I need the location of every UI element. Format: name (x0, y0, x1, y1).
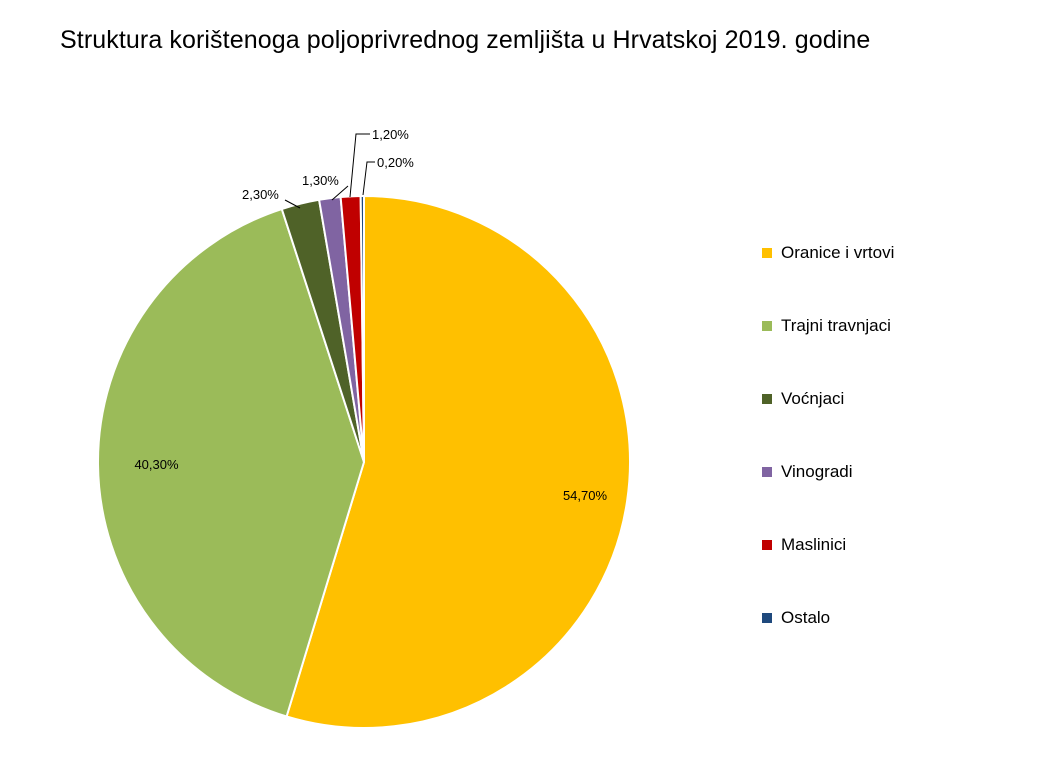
pie-slice-2 (97, 207, 366, 718)
leader-line-5 (349, 133, 370, 198)
data-label-6: 0,20% (377, 155, 414, 170)
data-label-3: 2,30% (242, 187, 279, 202)
data-label-5: 1,20% (372, 127, 409, 142)
legend-item-2: Trajni travnjaci (762, 315, 891, 337)
legend-label-4: Vinogradi (781, 462, 853, 481)
leader-line-4 (331, 185, 349, 201)
legend-item-1: Oranice i vrtovi (762, 242, 894, 264)
pie-slice-6 (359, 194, 365, 463)
leader-line-3 (284, 199, 301, 209)
data-label-1: 54,70% (563, 488, 608, 503)
legend-item-3: Voćnjaci (762, 388, 844, 410)
legend-swatch-5 (762, 540, 772, 550)
legend-swatch-4 (762, 467, 772, 477)
legend-item-4: Vinogradi (762, 461, 853, 483)
data-label-4: 1,30% (302, 173, 339, 188)
legend-swatch-1 (762, 248, 772, 258)
data-labels: 54,70% 40,30% 2,30% 1,30% 1,20% 0,20% (134, 127, 607, 503)
legend-label-6: Ostalo (781, 608, 831, 627)
legend-swatch-2 (762, 321, 772, 331)
data-label-2: 40,30% (134, 457, 179, 472)
pie-slice-1 (285, 194, 631, 729)
pie-slices (97, 194, 631, 729)
legend-item-6: Ostalo (762, 607, 830, 629)
legend-label-5: Maslinici (781, 535, 847, 554)
chart-title: Struktura korištenoga poljoprivrednog ze… (60, 26, 871, 54)
leader-line-6 (362, 161, 375, 196)
leader-lines (284, 133, 375, 209)
legend-label-2: Trajni travnjaci (781, 316, 891, 335)
legend-swatch-6 (762, 613, 772, 623)
legend-item-5: Maslinici (762, 534, 846, 556)
legend-label-1: Oranice i vrtovi (781, 243, 895, 262)
legend-label-3: Voćnjaci (781, 389, 845, 408)
legend-swatch-3 (762, 394, 772, 404)
